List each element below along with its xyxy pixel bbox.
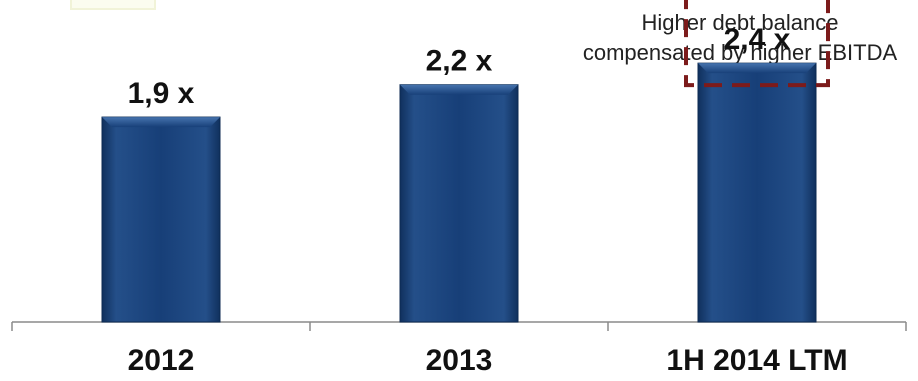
bar-1-value-label: 1,9 x [128,77,195,110]
highlight-dashed-box [684,0,830,88]
bar-1 [101,116,221,323]
category-label-2: 2013 [426,344,493,377]
annotation-line-2: compensated by higher EBITDA [582,40,898,65]
annotation-text: Higher debt balance compensated by highe… [560,8,918,68]
corner-mark [70,0,156,10]
category-label-1: 2012 [128,344,195,377]
bar-3 [697,62,817,323]
annotation-line-1: Higher debt balance [641,10,839,35]
bar-3-value-label: 2,4 x [724,23,791,56]
bar-2-value-label: 2,2 x [426,45,493,78]
category-label-3: 1H 2014 LTM [666,344,847,377]
bar-2-bevel [400,84,518,95]
bar-3-bevel [698,63,816,74]
bar-2 [399,84,519,323]
bar-1-bevel [102,117,220,128]
